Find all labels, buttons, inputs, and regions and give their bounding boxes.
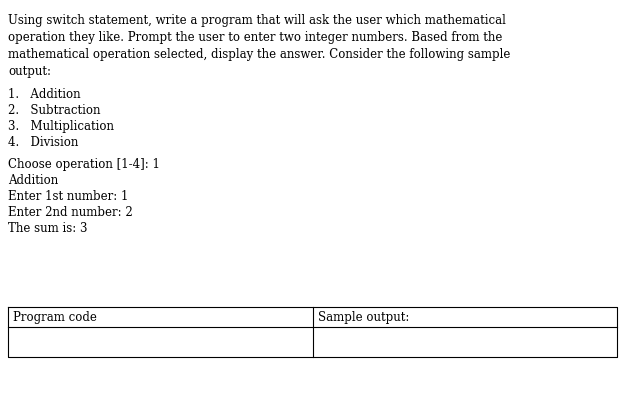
Text: Sample output:: Sample output: <box>318 311 409 324</box>
Text: output:: output: <box>8 65 51 78</box>
Text: Using switch statement, write a program that will ask the user which mathematica: Using switch statement, write a program … <box>8 14 506 27</box>
Text: Enter 2nd number: 2: Enter 2nd number: 2 <box>8 205 133 219</box>
Text: Program code: Program code <box>13 311 97 324</box>
Text: mathematical operation selected, display the answer. Consider the following samp: mathematical operation selected, display… <box>8 48 510 61</box>
Text: 2.   Subtraction: 2. Subtraction <box>8 104 100 117</box>
Text: Choose operation [1-4]: 1: Choose operation [1-4]: 1 <box>8 158 160 170</box>
Text: 1.   Addition: 1. Addition <box>8 88 81 101</box>
Text: Addition: Addition <box>8 174 58 186</box>
Text: 3.   Multiplication: 3. Multiplication <box>8 120 114 133</box>
Text: operation they like. Prompt the user to enter two integer numbers. Based from th: operation they like. Prompt the user to … <box>8 31 502 44</box>
Text: The sum is: 3: The sum is: 3 <box>8 221 88 235</box>
Text: Enter 1st number: 1: Enter 1st number: 1 <box>8 190 129 203</box>
Text: 4.   Division: 4. Division <box>8 136 78 149</box>
